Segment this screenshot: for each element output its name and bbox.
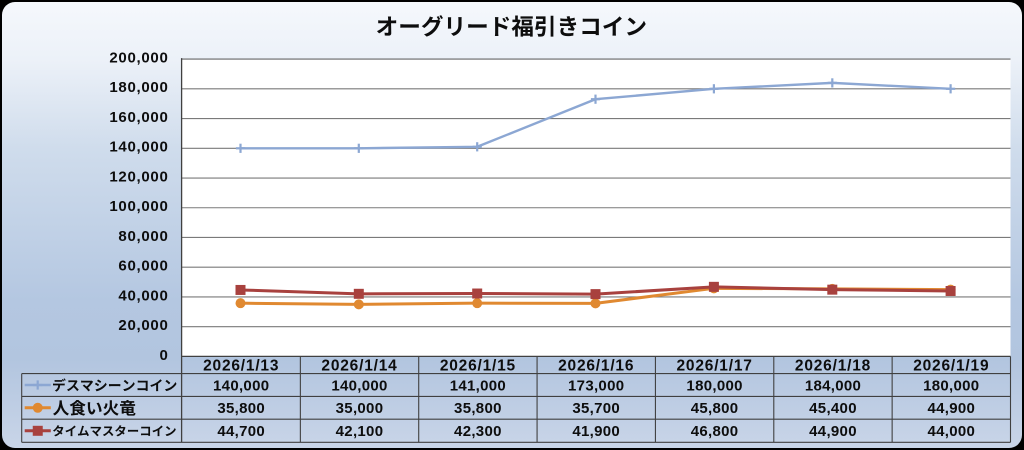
- svg-text:45,400: 45,400: [809, 400, 857, 417]
- svg-text:100,000: 100,000: [109, 198, 168, 215]
- svg-text:2026/1/14: 2026/1/14: [321, 358, 397, 375]
- svg-text:45,800: 45,800: [691, 400, 739, 417]
- svg-text:42,100: 42,100: [336, 423, 384, 440]
- svg-text:60,000: 60,000: [118, 258, 168, 275]
- svg-text:40,000: 40,000: [118, 287, 168, 304]
- svg-text:173,000: 173,000: [568, 377, 624, 394]
- svg-text:35,700: 35,700: [572, 400, 620, 417]
- svg-text:140,000: 140,000: [331, 377, 387, 394]
- svg-text:44,700: 44,700: [217, 423, 265, 440]
- svg-text:180,000: 180,000: [109, 79, 168, 96]
- svg-text:35,000: 35,000: [336, 400, 384, 417]
- svg-text:35,800: 35,800: [217, 400, 265, 417]
- svg-text:35,800: 35,800: [454, 400, 502, 417]
- svg-text:2026/1/16: 2026/1/16: [558, 358, 634, 375]
- svg-text:2026/1/13: 2026/1/13: [203, 358, 279, 375]
- svg-text:2026/1/19: 2026/1/19: [913, 358, 989, 375]
- svg-text:20,000: 20,000: [118, 317, 168, 334]
- svg-text:44,900: 44,900: [809, 423, 857, 440]
- svg-text:140,000: 140,000: [109, 139, 168, 156]
- svg-text:120,000: 120,000: [109, 168, 168, 185]
- svg-text:180,000: 180,000: [686, 377, 742, 394]
- svg-text:80,000: 80,000: [118, 228, 168, 245]
- svg-text:2026/1/15: 2026/1/15: [440, 358, 516, 375]
- svg-text:2026/1/17: 2026/1/17: [677, 358, 753, 375]
- svg-text:0: 0: [159, 347, 168, 364]
- svg-text:41,900: 41,900: [572, 423, 620, 440]
- svg-text:2026/1/18: 2026/1/18: [795, 358, 871, 375]
- svg-text:200,000: 200,000: [109, 50, 168, 67]
- svg-text:140,000: 140,000: [213, 377, 269, 394]
- svg-text:44,000: 44,000: [927, 423, 975, 440]
- svg-text:184,000: 184,000: [805, 377, 861, 394]
- svg-text:141,000: 141,000: [450, 377, 506, 394]
- svg-text:160,000: 160,000: [109, 109, 168, 126]
- svg-text:180,000: 180,000: [923, 377, 979, 394]
- svg-text:42,300: 42,300: [454, 423, 502, 440]
- svg-text:44,900: 44,900: [927, 400, 975, 417]
- svg-text:46,800: 46,800: [691, 423, 739, 440]
